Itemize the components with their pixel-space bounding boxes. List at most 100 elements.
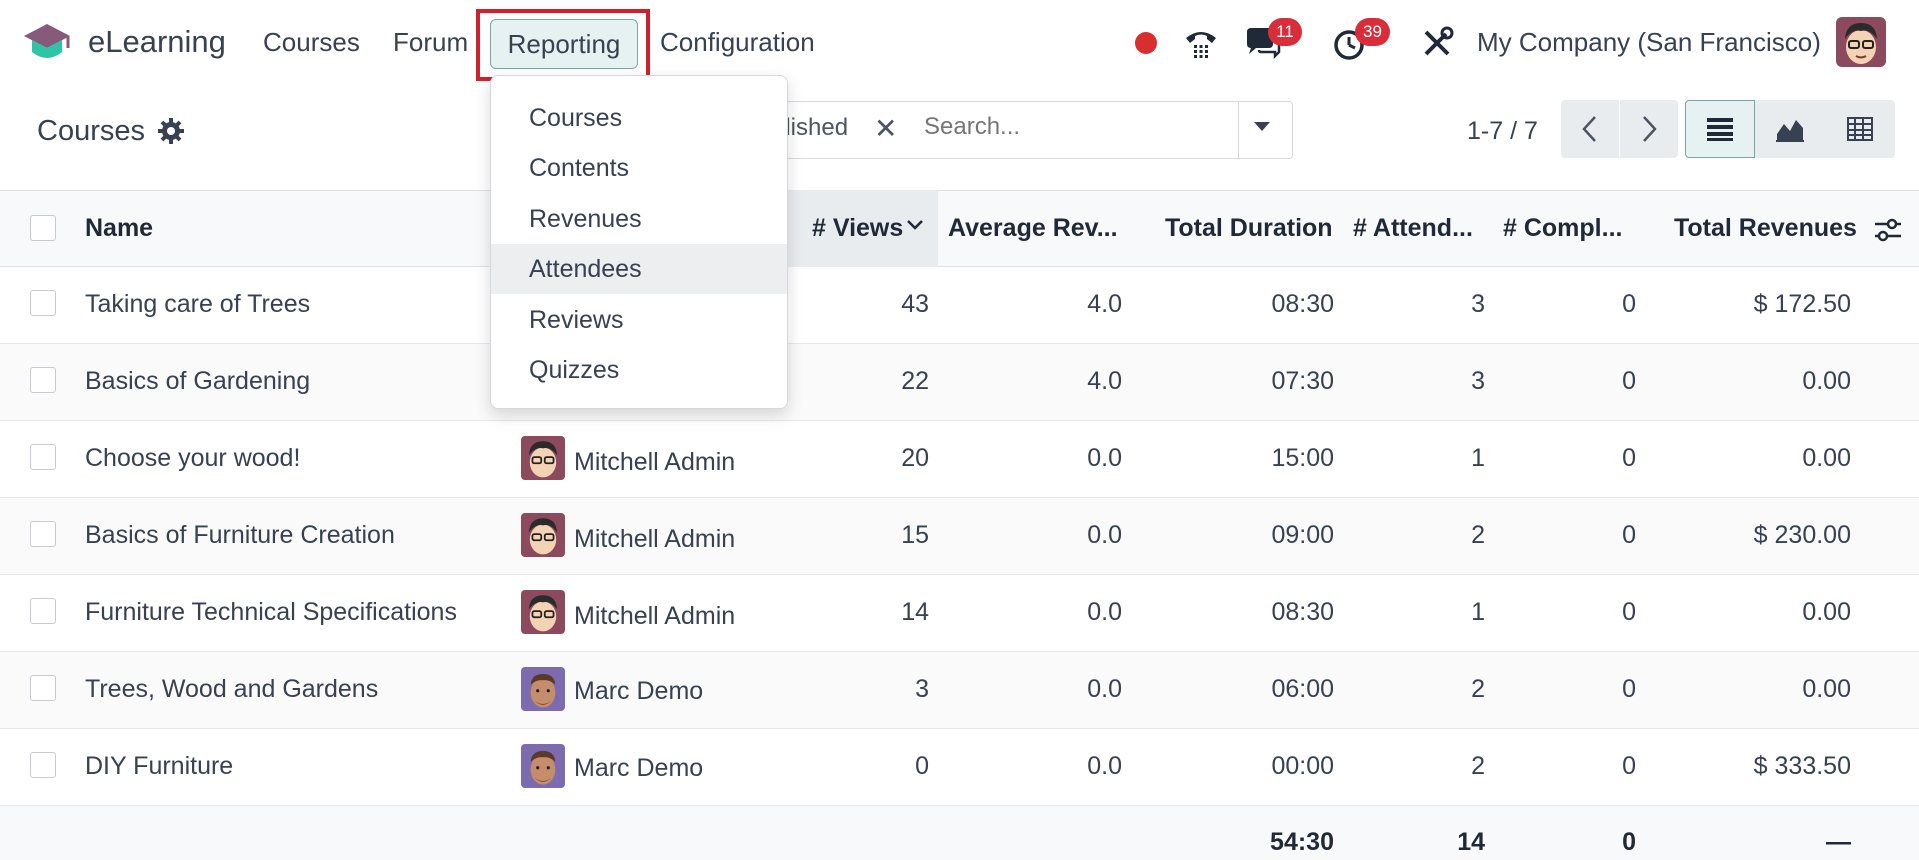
table-row[interactable]: DIY Furniture Marc Demo 0 0.0 00:00 2 0 … <box>0 729 1919 806</box>
completed-value: 0 <box>1622 290 1636 318</box>
total-attendees: 14 <box>1457 828 1485 856</box>
course-name[interactable]: DIY Furniture <box>85 752 234 780</box>
sort-desc-icon[interactable] <box>906 218 924 232</box>
course-name[interactable]: Trees, Wood and Gardens <box>85 675 379 703</box>
column-settings-icon[interactable] <box>1873 218 1903 242</box>
nav-forum[interactable]: Forum <box>393 27 469 57</box>
responsible-name[interactable]: Mitchell Admin <box>574 602 736 630</box>
avatar[interactable] <box>521 590 565 634</box>
row-checkbox[interactable] <box>30 752 56 778</box>
avg-review-value: 4.0 <box>1087 367 1122 395</box>
select-all-checkbox[interactable] <box>30 215 56 241</box>
responsible-name[interactable]: Marc Demo <box>574 754 704 782</box>
table-row[interactable]: Basics of Furniture Creation Mitchell Ad… <box>0 498 1919 575</box>
chevron-right-icon <box>1643 116 1657 142</box>
column-completed[interactable]: # Compl... <box>1503 214 1623 242</box>
completed-value: 0 <box>1622 752 1636 780</box>
views-value: 0 <box>915 752 929 780</box>
app-name[interactable]: eLearning <box>88 24 226 59</box>
responsible-name[interactable]: Mitchell Admin <box>574 525 736 553</box>
avatar[interactable] <box>521 436 565 480</box>
graph-view-icon <box>1776 120 1804 142</box>
nav-reporting[interactable]: Reporting <box>490 19 638 69</box>
tools-icon[interactable] <box>1418 24 1456 62</box>
column-total-revenues[interactable]: Total Revenues <box>1674 214 1857 242</box>
menu-item-quizzes[interactable]: Quizzes <box>529 355 620 384</box>
pager-next-button[interactable] <box>1620 100 1678 158</box>
gear-icon[interactable] <box>157 117 185 145</box>
phone-icon[interactable] <box>1182 24 1220 62</box>
row-checkbox[interactable] <box>30 598 56 624</box>
avg-review-value: 4.0 <box>1087 290 1122 318</box>
views-value: 22 <box>901 367 929 395</box>
avatar[interactable] <box>521 744 565 788</box>
avatar[interactable] <box>521 667 565 711</box>
column-average-review[interactable]: Average Rev... <box>948 214 1118 242</box>
list-view-button[interactable] <box>1685 100 1755 158</box>
messages-badge: 11 <box>1268 18 1302 46</box>
clock-icon[interactable] <box>1330 24 1368 62</box>
page-title[interactable]: Courses <box>37 115 145 147</box>
course-name[interactable]: Choose your wood! <box>85 444 301 472</box>
duration-value: 07:30 <box>1271 367 1334 395</box>
menu-item-courses[interactable]: Courses <box>529 103 623 132</box>
activities-badge: 39 <box>1355 18 1390 46</box>
close-icon[interactable]: ✕ <box>874 113 898 144</box>
responsible-name[interactable]: Marc Demo <box>574 677 704 705</box>
column-name[interactable]: Name <box>85 214 154 242</box>
course-name[interactable]: Taking care of Trees <box>85 290 311 318</box>
row-checkbox[interactable] <box>30 367 56 393</box>
row-checkbox[interactable] <box>30 444 56 470</box>
pivot-view-button[interactable] <box>1825 100 1895 158</box>
pager-value[interactable]: 1-7 / 7 <box>1467 117 1538 145</box>
table-row[interactable]: Trees, Wood and Gardens Marc Demo 3 0.0 … <box>0 652 1919 729</box>
row-checkbox[interactable] <box>30 290 56 316</box>
revenue-value: 0.00 <box>1802 444 1851 472</box>
course-name[interactable]: Basics of Furniture Creation <box>85 521 395 549</box>
column-total-duration[interactable]: Total Duration <box>1165 214 1333 242</box>
attendees-value: 1 <box>1471 444 1485 472</box>
user-avatar[interactable] <box>1836 17 1886 67</box>
table-footer <box>0 806 1919 860</box>
row-checkbox[interactable] <box>30 675 56 701</box>
menu-item-revenues[interactable]: Revenues <box>529 204 642 233</box>
completed-value: 0 <box>1622 444 1636 472</box>
search-input[interactable] <box>924 113 1224 141</box>
table-row[interactable]: Choose your wood! Mitchell Admin 20 0.0 … <box>0 421 1919 498</box>
total-completed: 0 <box>1622 828 1636 856</box>
menu-item-reviews[interactable]: Reviews <box>529 305 624 334</box>
responsible-name[interactable]: Mitchell Admin <box>574 448 736 476</box>
nav-courses[interactable]: Courses <box>263 27 360 57</box>
nav-configuration[interactable]: Configuration <box>660 27 815 57</box>
total-duration: 54:30 <box>1270 828 1334 856</box>
table-row[interactable]: Basics of Gardening 22 4.0 07:30 3 0 0.0… <box>0 344 1919 421</box>
record-dot-icon[interactable] <box>1135 32 1157 54</box>
caret-down-icon[interactable] <box>1254 122 1270 131</box>
views-value: 15 <box>901 521 929 549</box>
column-views[interactable]: # Views <box>812 214 904 242</box>
pivot-view-icon <box>1847 117 1873 141</box>
attendees-value: 2 <box>1471 675 1485 703</box>
pager-previous-button[interactable] <box>1561 100 1619 158</box>
row-checkbox[interactable] <box>30 521 56 547</box>
attendees-value: 2 <box>1471 752 1485 780</box>
list-view-icon <box>1707 118 1733 141</box>
column-attendees[interactable]: # Attend... <box>1353 214 1473 242</box>
graph-view-button[interactable] <box>1755 100 1825 158</box>
duration-value: 09:00 <box>1271 521 1334 549</box>
course-name[interactable]: Basics of Gardening <box>85 367 311 395</box>
avatar[interactable] <box>521 513 565 557</box>
reporting-dropdown: Courses Contents Revenues Attendees Revi… <box>490 75 788 409</box>
menu-item-attendees[interactable]: Attendees <box>491 244 787 294</box>
revenue-value: $ 230.00 <box>1753 521 1851 549</box>
completed-value: 0 <box>1622 598 1636 626</box>
company-switcher[interactable]: My Company (San Francisco) <box>1477 27 1821 57</box>
course-name[interactable]: Furniture Technical Specifications <box>85 598 457 626</box>
table-row[interactable]: Taking care of Trees 43 4.0 08:30 3 0 $ … <box>0 267 1919 344</box>
table-row[interactable]: Furniture Technical Specifications Mitch… <box>0 575 1919 652</box>
menu-item-contents[interactable]: Contents <box>529 153 630 182</box>
logo-icon[interactable] <box>22 22 72 64</box>
avg-review-value: 0.0 <box>1087 675 1122 703</box>
revenue-value: $ 172.50 <box>1753 290 1851 318</box>
revenue-value: 0.00 <box>1802 675 1851 703</box>
